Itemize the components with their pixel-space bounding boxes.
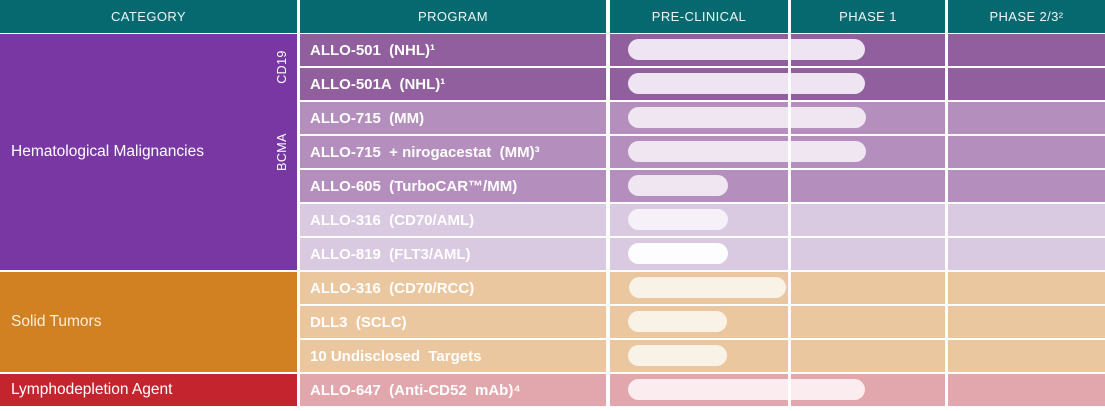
pipeline-row: ALLO-647 (Anti-CD52 mAb)⁴ [0, 374, 1105, 406]
program-cell: 10 Undisclosed Targets [300, 340, 606, 372]
progress-bar [628, 345, 727, 366]
category-hematological-malignancies: Hematological Malignancies [0, 34, 297, 270]
pipeline-row: ALLO-316 (CD70/AML) [0, 204, 1105, 236]
stage-strip [610, 136, 1105, 168]
progress-bar [628, 141, 866, 162]
category-lymphodepletion-agent: Lymphodepletion Agent [0, 374, 297, 406]
pipeline-row: DLL3 (SCLC) [0, 306, 1105, 338]
program-cell: ALLO-316 (CD70/RCC) [300, 272, 606, 304]
stage-strip [610, 204, 1105, 236]
program-cell: ALLO-605 (TurboCAR™/MM) [300, 170, 606, 202]
category-label: Solid Tumors [11, 313, 102, 330]
program-cell: ALLO-501A (NHL)¹ [300, 68, 606, 100]
column-header-preclinical: PRE-CLINICAL [610, 0, 788, 33]
program-label: ALLO-819 (FLT3/AML) [310, 245, 471, 263]
category-label: Hematological Malignancies [11, 143, 204, 160]
progress-bar [629, 277, 786, 298]
program-label: ALLO-501A (NHL)¹ [310, 75, 446, 93]
program-label: ALLO-605 (TurboCAR™/MM) [310, 177, 518, 195]
program-cell: DLL3 (SCLC) [300, 306, 606, 338]
program-label: ALLO-715 (MM) [310, 109, 425, 127]
divider-phase1-phase23 [945, 34, 948, 406]
pipeline-row: 10 Undisclosed Targets [0, 340, 1105, 372]
pipeline-row: ALLO-819 (FLT3/AML) [0, 238, 1105, 270]
program-label: ALLO-316 (CD70/AML) [310, 211, 475, 229]
progress-bar [628, 39, 865, 60]
progress-bar [628, 107, 866, 128]
stage-strip [610, 34, 1105, 66]
program-label: ALLO-715 + nirogacestat (MM)³ [310, 143, 540, 161]
progress-bar [628, 73, 865, 94]
column-header-category: CATEGORY [0, 0, 297, 33]
category-label: Lymphodepletion Agent [11, 381, 173, 398]
stage-strip [610, 170, 1105, 202]
program-cell: ALLO-316 (CD70/AML) [300, 204, 606, 236]
program-cell: ALLO-715 (MM) [300, 102, 606, 134]
stage-strip [610, 238, 1105, 270]
program-cell: ALLO-647 (Anti-CD52 mAb)⁴ [300, 374, 606, 406]
program-label: 10 Undisclosed Targets [310, 347, 482, 365]
stage-strip [610, 374, 1105, 406]
column-header-phase23: PHASE 2/3² [948, 0, 1105, 33]
program-label: ALLO-501 (NHL)¹ [310, 41, 435, 59]
progress-bar [628, 175, 728, 196]
stage-strip [610, 102, 1105, 134]
category-solid-tumors: Solid Tumors [0, 272, 297, 372]
progress-bar [628, 209, 728, 230]
column-header-phase1: PHASE 1 [791, 0, 945, 33]
program-cell: ALLO-819 (FLT3/AML) [300, 238, 606, 270]
stage-strip [610, 68, 1105, 100]
pipeline-row: ALLO-501A (NHL)¹ [0, 68, 1105, 100]
pipeline-row: ALLO-715 + nirogacestat (MM)³ [0, 136, 1105, 168]
stage-strip [610, 306, 1105, 338]
program-label: DLL3 (SCLC) [310, 313, 407, 331]
pipeline-row: ALLO-316 (CD70/RCC) [0, 272, 1105, 304]
stage-strip [610, 340, 1105, 372]
stage-strip [610, 272, 1105, 304]
program-cell: ALLO-501 (NHL)¹ [300, 34, 606, 66]
pipeline-row: ALLO-501 (NHL)¹ [0, 34, 1105, 66]
divider-preclinical-phase1 [788, 34, 791, 406]
progress-bar [628, 243, 728, 264]
program-label: ALLO-647 (Anti-CD52 mAb)⁴ [310, 381, 521, 399]
progress-bar [628, 311, 727, 332]
pipeline-row: ALLO-715 (MM) [0, 102, 1105, 134]
program-cell: ALLO-715 + nirogacestat (MM)³ [300, 136, 606, 168]
column-header-program: PROGRAM [300, 0, 606, 33]
progress-bar [628, 379, 865, 400]
program-label: ALLO-316 (CD70/RCC) [310, 279, 475, 297]
pipeline-row: ALLO-605 (TurboCAR™/MM) [0, 170, 1105, 202]
